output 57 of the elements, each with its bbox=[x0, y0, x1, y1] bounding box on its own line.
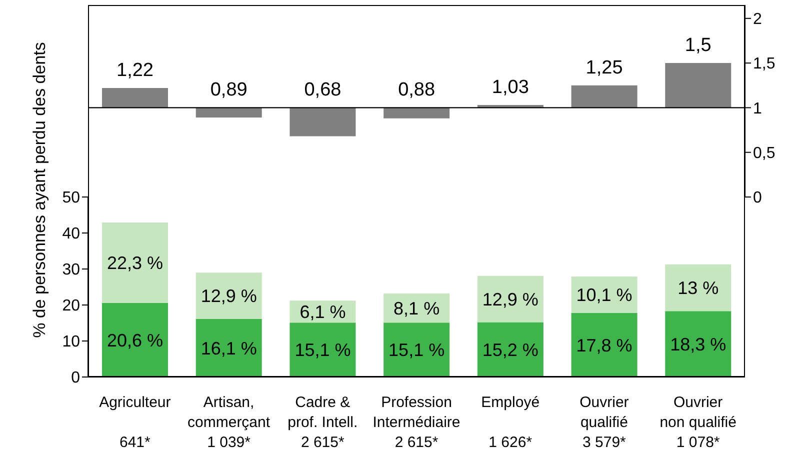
data-label: 20,6 % bbox=[106, 330, 164, 350]
bar bbox=[196, 272, 262, 320]
data-label: 1,5 bbox=[684, 35, 712, 56]
bar bbox=[477, 276, 544, 322]
bar bbox=[196, 319, 262, 377]
data-label: 1,03 bbox=[492, 77, 529, 98]
data-label: 15,1 % bbox=[294, 340, 351, 360]
bar bbox=[384, 322, 450, 377]
y-axis-title: % de personnes ayant perdu des dents bbox=[29, 41, 50, 340]
bar bbox=[102, 222, 168, 303]
category-label: Employé 1 626* bbox=[481, 394, 540, 451]
bar bbox=[665, 311, 732, 377]
data-label: 17,8 % bbox=[576, 335, 632, 356]
y-tick-label: 30 bbox=[62, 262, 80, 279]
bar bbox=[571, 85, 638, 108]
y-tick-label: 0,5 bbox=[753, 145, 776, 162]
y-tick-label: 20 bbox=[62, 298, 80, 315]
x-tick-label: Ouvrier qualifié 3 579* bbox=[580, 394, 629, 451]
data-label: 1,22 bbox=[116, 60, 154, 82]
data-label: 0,68 bbox=[304, 80, 342, 101]
y-tick-label: 2 bbox=[753, 11, 762, 28]
y-tick-label: 1,5 bbox=[753, 56, 776, 73]
data-label: 0,88 bbox=[398, 80, 436, 101]
data-label: 15,1 % bbox=[388, 340, 445, 360]
x-tick-label: Profession Intermédiaire 2 615* bbox=[372, 394, 460, 451]
bar bbox=[665, 63, 732, 108]
y-tick-label: 50 bbox=[62, 190, 80, 207]
data-label: 10,1 % bbox=[576, 285, 632, 306]
data-label: 16,1 % bbox=[200, 338, 257, 358]
data-label: 15,2 % bbox=[482, 340, 538, 360]
x-tick-label: Cadre & prof. Intell. 2 615* bbox=[288, 394, 358, 451]
y-tick-label: 0 bbox=[71, 370, 80, 387]
x-tick-label: Artisan, commerçant 1 039* bbox=[188, 394, 271, 451]
y-tick-label: 10 bbox=[62, 334, 80, 351]
data-label: 6,1 % bbox=[300, 302, 346, 322]
bar bbox=[290, 108, 356, 136]
data-label: 0,89 bbox=[210, 80, 248, 101]
x-tick-label: Ouvrier non qualifié 1 078* bbox=[660, 394, 736, 451]
bar bbox=[290, 322, 356, 377]
bar bbox=[102, 302, 168, 377]
bar bbox=[665, 264, 732, 312]
bar bbox=[571, 312, 638, 377]
bar bbox=[477, 322, 544, 377]
bar bbox=[102, 88, 168, 108]
data-label: 12,9 % bbox=[482, 289, 538, 310]
data-label: 12,9 % bbox=[200, 286, 257, 306]
data-label: 22,3 % bbox=[106, 253, 164, 274]
data-label: 18,3 % bbox=[670, 334, 726, 354]
y-tick-label: 0 bbox=[753, 190, 762, 207]
y-tick-label: 40 bbox=[62, 226, 80, 243]
y-tick-label: 1 bbox=[753, 100, 762, 118]
data-label: 8,1 % bbox=[394, 298, 440, 318]
category-label: Agriculteur 641* bbox=[99, 394, 171, 451]
data-label: 1,25 bbox=[586, 57, 623, 78]
bar bbox=[384, 108, 450, 118]
data-label: 13 % bbox=[678, 278, 719, 298]
bar bbox=[571, 276, 638, 313]
